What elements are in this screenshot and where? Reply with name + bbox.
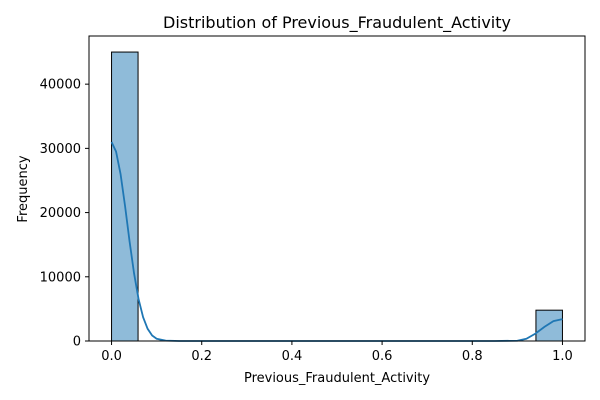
histogram-bar-1 <box>535 309 563 342</box>
kde-layer <box>110 141 563 342</box>
x-axis-ticks: 0.0 0.2 0.4 0.6 0.8 1.0 <box>101 341 573 364</box>
bars-layer <box>111 51 563 342</box>
y-tick-label: 10000 <box>40 270 81 285</box>
y-tick-label: 30000 <box>40 142 81 157</box>
x-tick-label: 0.8 <box>462 349 483 364</box>
y-tick-label: 0 <box>73 335 81 350</box>
kde-line <box>110 141 563 342</box>
y-axis-label: Frequency <box>16 155 31 222</box>
plot-frame <box>88 35 586 342</box>
x-tick-label: 1.0 <box>552 349 573 364</box>
x-axis-label: Previous_Fraudulent_Activity <box>244 371 430 386</box>
y-axis-ticks: 0 10000 20000 30000 40000 <box>40 78 89 350</box>
y-tick-label: 20000 <box>40 206 81 221</box>
x-tick-label: 0.4 <box>282 349 303 364</box>
chart-title: Distribution of Previous_Fraudulent_Acti… <box>163 13 511 33</box>
y-tick-label: 40000 <box>40 78 81 93</box>
x-tick-label: 0.6 <box>372 349 393 364</box>
x-tick-label: 0.2 <box>191 349 212 364</box>
x-tick-label: 0.0 <box>101 349 122 364</box>
histogram-bar-0 <box>111 51 139 342</box>
